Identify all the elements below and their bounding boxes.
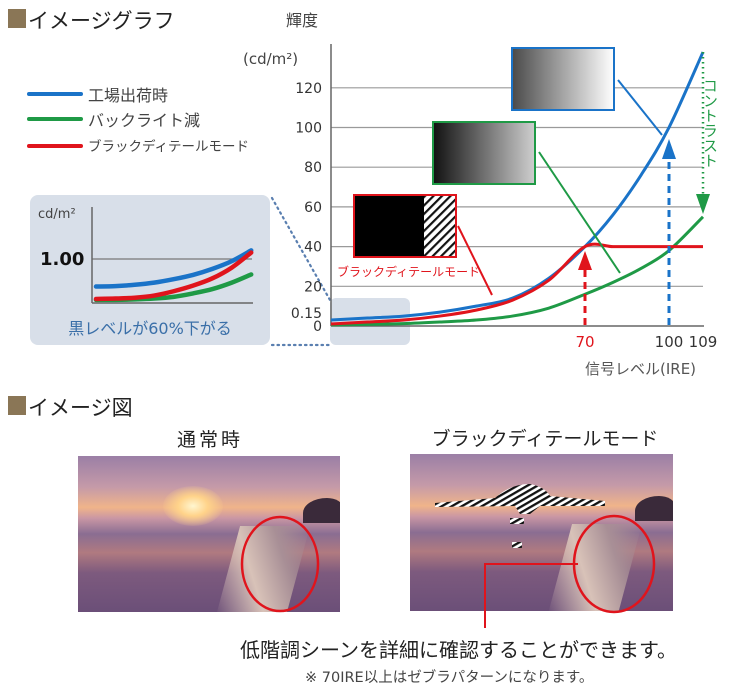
y-tick-label: 120 <box>295 81 322 97</box>
x-tick-label: 109 <box>689 333 718 351</box>
normal-highlight-circle <box>240 515 320 613</box>
inset-series-line-factory <box>93 248 254 289</box>
legend-label-backlight: バックライト減 <box>88 111 201 130</box>
backlight-leader-line <box>538 151 621 274</box>
y-tick-label: 80 <box>304 160 322 176</box>
y-tick-label: 0.15 <box>291 306 322 322</box>
detail-highlight-circle <box>572 514 656 614</box>
y-tick-label: 20 <box>304 279 322 295</box>
legend-swatch-backlight <box>27 117 83 121</box>
red-arrowhead-icon <box>578 251 592 270</box>
graph-section-title: イメージグラフ <box>28 9 175 33</box>
y-axis-unit: (cd/m²) <box>243 50 298 68</box>
figure-note: ※ 70IRE以上はゼブラパターンになります。 <box>305 670 594 686</box>
detail-title: ブラックディテールモード <box>431 428 659 450</box>
legend-label-detail: ブラックディテールモード <box>88 139 250 155</box>
chart-svg: ブラックディテールモード コントラスト 輝度 (cd/m²) 信号レベル(IRE… <box>91 11 719 378</box>
axes <box>330 44 704 327</box>
series-layer <box>330 51 705 327</box>
y-axis-label: 輝度 <box>286 11 318 30</box>
green-arrowhead-icon <box>696 194 710 214</box>
series-line-backlight <box>330 215 705 327</box>
y-tick-label: 0 <box>313 319 322 335</box>
series-line-factory <box>330 51 705 322</box>
y-tick-label: 60 <box>304 200 322 216</box>
x-axis-label: 信号レベル(IRE) <box>585 360 696 378</box>
legend-swatch-factory <box>27 92 83 96</box>
figure-section-title: イメージ図 <box>28 396 133 420</box>
normal-title: 通常時 <box>176 429 243 451</box>
inset-ylabel: cd/m² <box>38 207 76 222</box>
zebra-pattern-sample <box>424 196 455 256</box>
inset-series-line-detail <box>93 250 254 302</box>
x-tick-label: 100 <box>655 333 684 351</box>
detail-leader-line <box>457 225 493 296</box>
normal-photo <box>78 456 340 612</box>
inset-ytick: 1.00 <box>40 249 85 270</box>
zebra-overlay <box>435 484 605 548</box>
detail-mode-label: ブラックディテールモード <box>337 264 480 279</box>
contrast-label: コントラスト <box>701 78 719 168</box>
x-tick-label: 70 <box>575 333 594 351</box>
y-tick-label: 40 <box>304 240 322 256</box>
y-tick-label: 100 <box>295 121 322 137</box>
inset-series-layer <box>93 248 254 303</box>
tick-labels: 00.15 20 40 60 80 100 120 70 100 109 <box>291 81 717 351</box>
blue-arrowhead-icon <box>662 139 676 159</box>
legend-swatch-detail <box>27 144 83 148</box>
series-line-detail <box>330 242 703 326</box>
caption-leader-line <box>484 563 578 628</box>
inset-caption: 黒レベルが60%下がる <box>68 319 232 338</box>
section-square-icon <box>8 396 26 415</box>
factory-gradient-sample <box>511 47 615 111</box>
legend-label-factory: 工場出荷時 <box>88 86 169 105</box>
figure-overlay <box>240 514 656 628</box>
section-square-icon <box>8 9 26 28</box>
detail-photo <box>410 454 673 611</box>
factory-leader-line <box>617 79 663 136</box>
figure-caption: 低階調シーンを詳細に確認することができます。 <box>240 638 677 662</box>
backlight-gradient-sample <box>432 121 536 185</box>
